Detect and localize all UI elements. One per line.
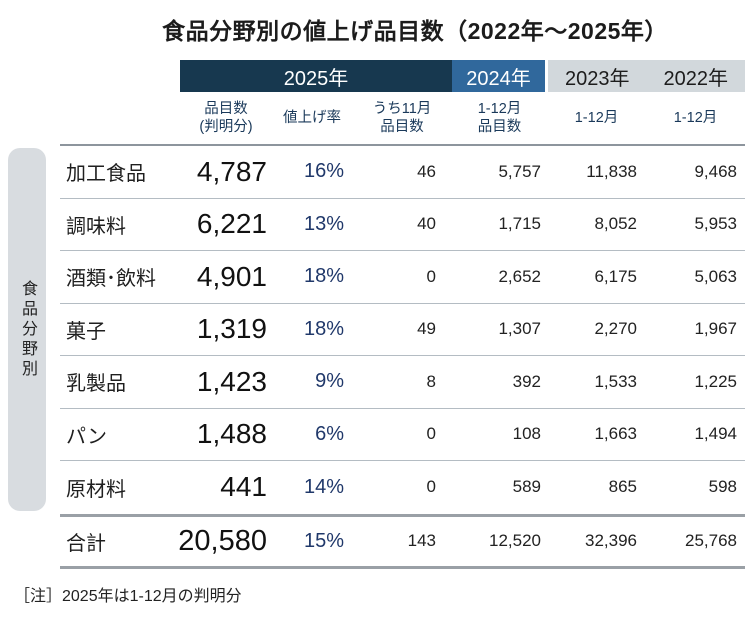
column-header-2024-months: 1-12月 品目数 [477, 100, 522, 135]
header-year-2024: 2024年 [452, 60, 545, 92]
row-count-2024: 5,757 [498, 161, 541, 181]
header-year-2024-label: 2024年 [466, 67, 531, 90]
category-group-band: 食品分野別 [8, 148, 46, 511]
row-category: 菓子 [66, 320, 106, 343]
column-header-count: 品目数 (判明分) [199, 100, 253, 135]
column-header-2023-months: 1-12月 [574, 109, 619, 126]
row-count-2022: 1,967 [694, 319, 737, 339]
row-count-2025: 1,423 [196, 365, 267, 397]
row-count-2025: 4,901 [196, 260, 267, 292]
row-count-2023: 1,533 [594, 371, 637, 391]
column-header-2022-months: 1-12月 [673, 109, 718, 126]
row-count-2023: 11,838 [586, 161, 637, 181]
table-row-bread: パン 1,488 6% 0 108 1,663 1,494 [60, 409, 745, 461]
row-november-count: 40 [417, 214, 436, 234]
row-count-2025: 1,488 [196, 418, 267, 450]
header-year-2023-label: 2023年 [565, 67, 630, 90]
column-header-row: 品目数 (判明分) 値上げ率 うち11月 品目数 1-12月 品目数 1-12月… [60, 92, 745, 144]
table-row-processed-foods: 加工食品 4,787 16% 46 5,757 11,838 9,468 [60, 146, 745, 199]
row-rate-2025: 6% [315, 422, 344, 445]
row-rate-2025: 9% [315, 370, 344, 393]
row-category: 加工食品 [66, 163, 146, 186]
row-count-2023: 1,663 [594, 424, 637, 444]
row-count-2023: 2,270 [594, 319, 637, 339]
row-count-2024: 589 [512, 477, 541, 497]
row-count-2024: 1,307 [498, 319, 541, 339]
table-body: 加工食品 4,787 16% 46 5,757 11,838 9,468 調味料… [60, 144, 745, 569]
row-category: 原材料 [66, 478, 126, 501]
row-rate-2025: 16% [303, 160, 344, 183]
row-count-2025: 4,787 [196, 155, 267, 187]
table-total-row: 合計 20,580 15% 143 12,520 32,396 25,768 [60, 513, 745, 569]
row-category: 酒類･飲料 [66, 268, 156, 291]
total-count-2024: 12,520 [489, 531, 541, 550]
row-category: 乳製品 [66, 373, 126, 396]
row-count-2022: 5,063 [694, 266, 737, 286]
row-count-2023: 8,052 [594, 214, 637, 234]
row-rate-2025: 18% [303, 317, 344, 340]
row-count-2025: 1,319 [196, 313, 267, 345]
row-rate-2025: 14% [303, 475, 344, 498]
total-count-2025: 20,580 [178, 524, 267, 557]
header-year-2025-label: 2025年 [283, 67, 349, 90]
row-count-2022: 1,494 [694, 424, 737, 444]
table-row-raw-materials: 原材料 441 14% 0 589 865 598 [60, 461, 745, 514]
row-count-2023: 865 [608, 477, 637, 497]
row-november-count: 46 [417, 161, 436, 181]
row-count-2024: 392 [512, 371, 541, 391]
page-title: 食品分野別の値上げ品目数（2022年～2025年） [162, 18, 668, 44]
row-november-count: 0 [426, 266, 436, 286]
row-count-2025: 6,221 [196, 208, 267, 240]
row-category: パン [66, 425, 107, 448]
row-rate-2025: 18% [303, 265, 344, 288]
total-label: 合計 [66, 532, 106, 555]
row-category: 調味料 [66, 215, 126, 238]
column-header-category [60, 92, 180, 144]
row-count-2022: 1,225 [694, 371, 737, 391]
total-count-2022: 25,768 [685, 531, 737, 550]
row-count-2024: 1,715 [498, 214, 541, 234]
header-year-2022-label: 2022年 [663, 67, 729, 90]
row-count-2024: 2,652 [498, 266, 541, 286]
table-row-seasonings: 調味料 6,221 13% 40 1,715 8,052 5,953 [60, 199, 745, 251]
total-november-count: 143 [407, 531, 436, 550]
header-years-2023-2022: 2023年 2022年 [548, 60, 745, 92]
row-november-count: 0 [426, 477, 436, 497]
row-november-count: 8 [426, 371, 436, 391]
column-header-rate: 値上げ率 [283, 109, 341, 126]
row-november-count: 0 [426, 424, 436, 444]
header-year-2025: 2025年 [180, 60, 452, 92]
row-november-count: 49 [417, 319, 436, 339]
row-count-2024: 108 [512, 424, 541, 444]
table-row-alcohol-beverages: 酒類･飲料 4,901 18% 0 2,652 6,175 5,063 [60, 251, 745, 304]
table-row-dairy: 乳製品 1,423 9% 8 392 1,533 1,225 [60, 356, 745, 409]
total-rate-2025: 15% [303, 529, 344, 552]
total-count-2023: 32,396 [585, 531, 637, 550]
category-group-label: 食品分野別 [19, 279, 36, 380]
column-header-november: うち11月 品目数 [372, 100, 432, 135]
row-count-2022: 9,468 [694, 161, 737, 181]
table-row-confectionery: 菓子 1,319 18% 49 1,307 2,270 1,967 [60, 304, 745, 356]
footnote: ［注］2025年は1-12月の判明分 [14, 588, 242, 605]
row-count-2022: 598 [708, 477, 737, 497]
row-count-2022: 5,953 [694, 214, 737, 234]
row-count-2023: 6,175 [594, 266, 637, 286]
row-rate-2025: 13% [303, 212, 344, 235]
row-count-2025: 441 [220, 471, 267, 503]
